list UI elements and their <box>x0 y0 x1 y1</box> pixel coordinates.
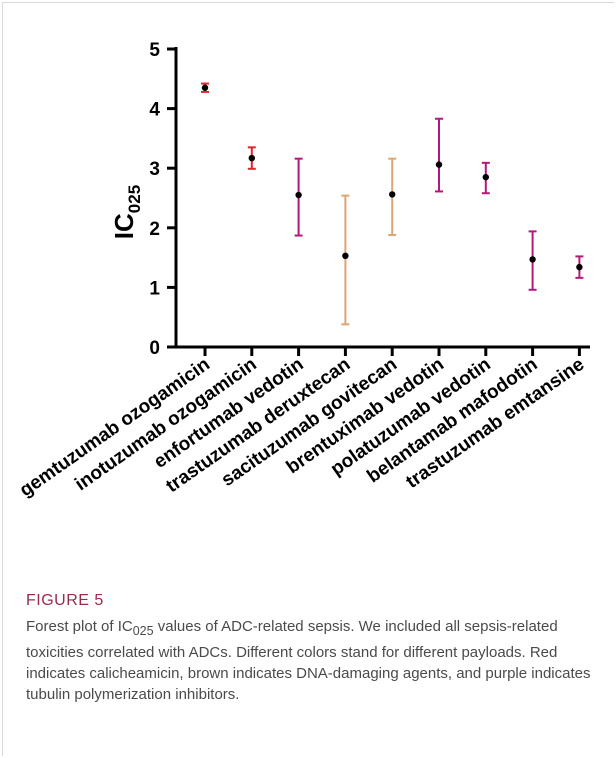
figure-caption-text: Forest plot of IC025 values of ADC-relat… <box>26 618 591 703</box>
data-point <box>201 84 209 91</box>
data-point <box>529 256 536 263</box>
figure-caption: FIGURE 5 Forest plot of IC025 values of … <box>26 592 596 705</box>
data-marks <box>201 82 584 326</box>
y-tick-label: 2 <box>149 219 160 240</box>
y-axis-title-subscript: 025 <box>125 185 144 213</box>
data-point <box>435 161 443 168</box>
data-point <box>482 173 489 181</box>
y-tick-label: 4 <box>149 100 160 121</box>
caption-subscript: 025 <box>132 624 154 638</box>
data-point <box>389 191 396 198</box>
y-tick-label: 1 <box>149 278 160 299</box>
y-tick-label: 0 <box>149 338 160 359</box>
y-tick-label: 5 <box>149 40 160 61</box>
data-point <box>295 191 302 199</box>
data-point <box>342 252 349 260</box>
figure-label: FIGURE 5 <box>26 592 104 609</box>
data-point <box>576 263 583 271</box>
y-tick-label: 3 <box>149 159 160 180</box>
axes: 0 1 2 3 4 5 <box>149 40 590 359</box>
y-axis-title: IC025 <box>109 185 144 239</box>
data-point <box>248 154 255 162</box>
